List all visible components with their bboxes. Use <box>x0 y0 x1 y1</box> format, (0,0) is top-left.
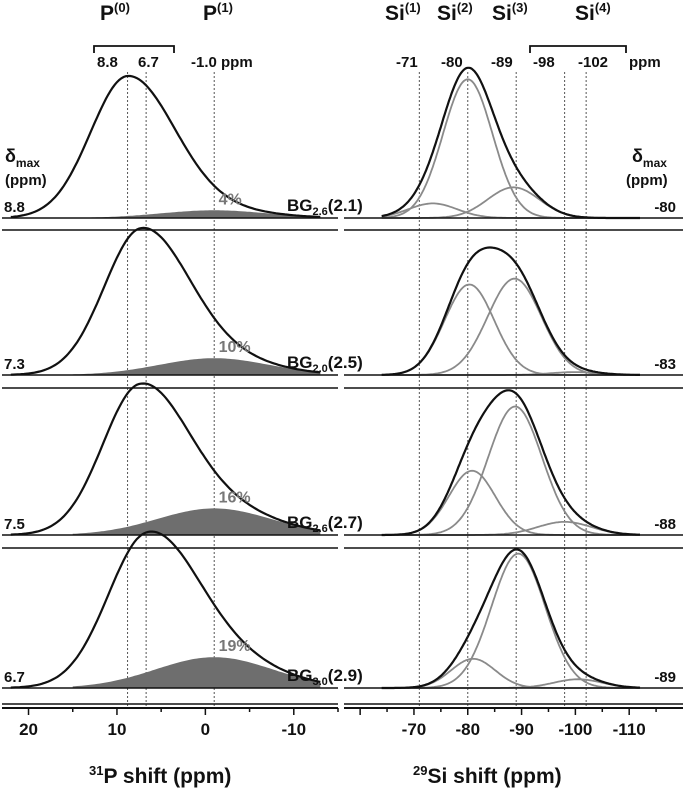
p0-range-low: 6.7 <box>138 54 159 71</box>
si-spectrum: -89 <box>344 548 683 690</box>
si1-label: Si(1) <box>385 0 421 25</box>
p1-component <box>72 358 321 375</box>
reference-lines <box>127 72 587 706</box>
si2-label: Si(2) <box>437 0 473 25</box>
si3-label: Si(3) <box>492 0 528 25</box>
delta-unit-left: (ppm) <box>5 172 47 189</box>
p-spectrum: 19% 6.7 BG3.0(2.9) <box>2 530 363 689</box>
si-value-80: -80 <box>441 54 463 71</box>
si-value-71: -71 <box>396 54 418 71</box>
si-component <box>381 186 640 219</box>
sample-label: BG2.0(2.5) <box>287 353 363 375</box>
p-envelope <box>10 530 321 689</box>
si-delta-max: -83 <box>654 356 676 373</box>
si-component <box>381 78 640 219</box>
p0-range-high: 8.8 <box>97 54 118 71</box>
delta-max-right: δmax <box>632 146 667 170</box>
si-tick-label: -80 <box>455 720 480 739</box>
p-tick-label: -10 <box>282 720 307 739</box>
p-spectrum: 16% 7.5 BG2.6(2.7) <box>2 382 363 536</box>
si-delta-max: -89 <box>654 669 676 686</box>
spectra: 4% 8.8 BG2.6(2.1) 10% 7.3 BG2.0(2.5) 16% 7.5 BG2… <box>2 66 683 690</box>
si-envelope <box>381 389 640 537</box>
x-axis-title-left: 31P shift (ppm) <box>89 763 231 788</box>
si-delta-max: -80 <box>654 199 676 216</box>
p1-component <box>72 657 321 688</box>
si-component <box>381 405 640 536</box>
si-spectrum: -80 <box>344 66 683 220</box>
si-value-98: -98 <box>533 54 555 71</box>
si-component <box>381 469 640 536</box>
sample-label: BG2.6(2.7) <box>287 513 363 535</box>
si-value-89: -89 <box>491 54 513 71</box>
p1-component <box>72 210 321 218</box>
si4-label: Si(4) <box>575 0 611 25</box>
si4-range-bracket <box>529 45 627 53</box>
si-unit: ppm <box>629 54 661 71</box>
sample-label: BG3.0(2.9) <box>287 666 363 688</box>
si-tick-label: -100 <box>558 720 592 739</box>
p1-percent: 19% <box>219 638 251 655</box>
delta-unit-right: (ppm) <box>626 172 668 189</box>
p-tick-label: 0 <box>201 720 210 739</box>
p1-value: -1.0 ppm <box>191 54 253 71</box>
p-delta-max: 8.8 <box>4 199 25 216</box>
si-component <box>381 657 640 689</box>
si-envelope <box>381 246 640 376</box>
p1-percent: 10% <box>219 339 251 356</box>
p1-percent: 4% <box>219 191 242 208</box>
p0-range-bracket <box>93 45 175 53</box>
p1-percent: 16% <box>219 489 251 506</box>
p-envelope <box>10 226 321 376</box>
p-spectrum: 10% 7.3 BG2.0(2.5) <box>2 226 363 376</box>
p-envelope <box>10 74 321 219</box>
p-envelope <box>10 382 321 536</box>
p-tick-label: 10 <box>107 720 126 739</box>
si-tick-label: -70 <box>402 720 427 739</box>
p1-component <box>72 508 321 535</box>
si-spectrum: -83 <box>344 246 683 376</box>
si-spectrum: -88 <box>344 389 683 537</box>
si-delta-max: -88 <box>654 516 676 533</box>
p-tick-label: 20 <box>19 720 38 739</box>
p0-label: P(0) <box>100 0 130 25</box>
axes: 20 10 0 -10 -70 -80 -90 -100 -110 <box>2 229 683 739</box>
p-delta-max: 6.7 <box>4 669 25 686</box>
si-component <box>381 202 640 219</box>
p-delta-max: 7.3 <box>4 356 25 373</box>
si-value-102: -102 <box>578 54 608 71</box>
si-envelope <box>381 548 641 690</box>
x-axis-title-right: 29Si shift (ppm) <box>413 763 562 788</box>
si-tick-label: -110 <box>613 720 646 739</box>
delta-max-left: δmax <box>5 146 40 170</box>
sample-label: BG2.6(2.1) <box>287 196 363 218</box>
p-spectrum: 4% 8.8 BG2.6(2.1) <box>2 74 363 219</box>
si-tick-label: -90 <box>509 720 534 739</box>
si-component <box>381 552 640 689</box>
p1-label: P(1) <box>203 0 233 25</box>
p-delta-max: 7.5 <box>4 516 25 533</box>
